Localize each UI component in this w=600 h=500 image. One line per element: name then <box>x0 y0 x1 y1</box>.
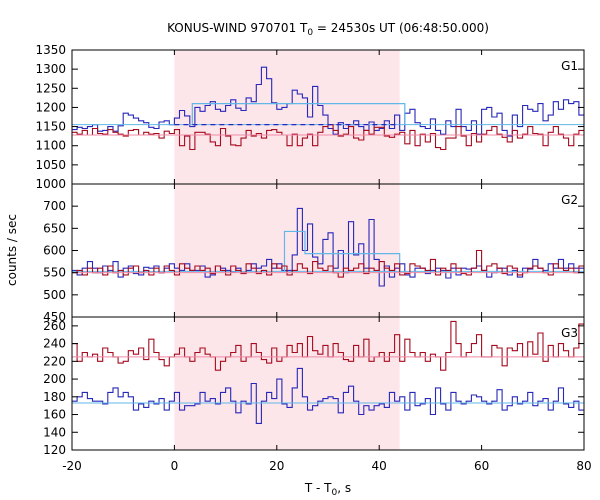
y-tick-label: 700 <box>43 199 66 213</box>
y-tick-label: 140 <box>43 425 66 439</box>
y-tick-label: 160 <box>43 408 66 422</box>
y-tick-label: 500 <box>43 288 66 302</box>
y-tick-label: 240 <box>43 337 66 351</box>
y-tick-label: 1250 <box>35 81 66 95</box>
x-tick-label: -20 <box>62 459 82 473</box>
y-tick-label: 600 <box>43 244 66 258</box>
y-tick-label: 550 <box>43 266 66 280</box>
y-tick-label: 450 <box>43 310 66 324</box>
y-tick-label: 650 <box>43 221 66 235</box>
panel-frame <box>71 316 585 451</box>
series-blue-g3 <box>72 367 584 424</box>
series-red-g3 <box>72 320 584 371</box>
chart-title: KONUS-WIND 970701 T0 = 24530s UT (06:48:… <box>167 21 489 38</box>
y-tick-label: 220 <box>43 354 66 368</box>
series-red-g1 <box>72 124 584 151</box>
series-blue-g1 <box>72 66 584 137</box>
y-tick-label: 1050 <box>35 158 66 172</box>
x-tick-label: 40 <box>372 459 387 473</box>
y-tick-label: 200 <box>43 372 66 386</box>
y-tick-label: 180 <box>43 390 66 404</box>
y-tick-label: 1200 <box>35 100 66 114</box>
x-tick-label: 60 <box>474 459 489 473</box>
x-tick-label: 20 <box>269 459 284 473</box>
y-tick-label: 1150 <box>35 120 66 134</box>
panel-label: G2 <box>561 193 578 207</box>
src-level-g2 <box>283 230 401 272</box>
panel-g3: 120 140 160 180 200 220 240 260 G3 <box>43 316 585 457</box>
y-tick-label: 1100 <box>35 139 66 153</box>
y-tick-label: 1350 <box>35 43 66 57</box>
y-tick-label: 1000 <box>35 177 66 191</box>
y-tick-label: 260 <box>43 319 66 333</box>
x-tick-label: 0 <box>171 459 179 473</box>
chart-panels: 10001050110011501200125013001350G1450500… <box>35 43 591 473</box>
src-level-g1 <box>191 103 406 125</box>
x-axis-label: T - T0, s <box>304 481 351 498</box>
panel-label: G1 <box>561 59 578 73</box>
shaded-interval <box>174 50 400 450</box>
y-tick-label: 1300 <box>35 62 66 76</box>
y-axis-label: counts / sec <box>5 214 19 286</box>
panel-g1: 1000 1050 1100 1150 1200 1250 1300 1350 G1 <box>35 43 585 191</box>
series-red-g2 <box>72 249 584 278</box>
x-tick-label: 80 <box>576 459 591 473</box>
panel-label: G3 <box>561 326 578 340</box>
y-tick-label: 120 <box>43 443 66 457</box>
